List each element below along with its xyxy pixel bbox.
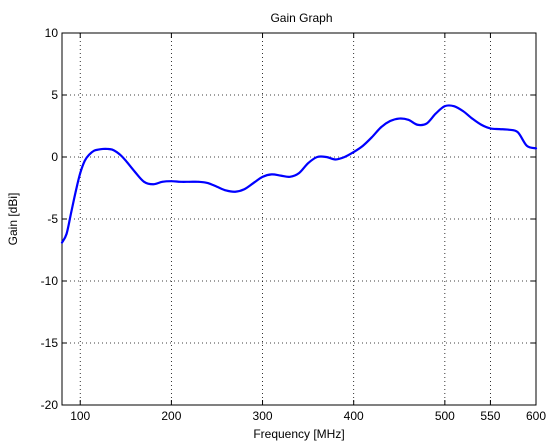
gain-data-point (416, 123, 419, 126)
gain-data-point (161, 180, 164, 183)
y-tick-label: -5 (47, 212, 58, 226)
y-tick-label: -15 (41, 336, 59, 350)
gain-data-point (471, 117, 474, 120)
y-tick-label: 0 (51, 150, 58, 164)
gain-data-point (243, 188, 246, 191)
gain-data-point (516, 131, 519, 134)
gain-data-point (234, 190, 237, 193)
gain-data-point (352, 151, 355, 153)
gain-data-point (124, 159, 127, 162)
x-axis-ticks: 100 200 300 400 500 550 600 (70, 33, 546, 423)
gain-data-point (170, 180, 173, 183)
gain-data-point (334, 158, 337, 161)
gain-data-point (525, 144, 528, 147)
gain-data-point (88, 153, 91, 156)
gain-data-point (343, 156, 346, 158)
y-tick-label: 5 (51, 88, 58, 102)
gain-data-point (79, 172, 82, 175)
y-tick-label: -10 (41, 274, 59, 288)
gain-data-point (380, 126, 382, 129)
gain-data-point (480, 123, 483, 126)
series-group (60, 104, 538, 244)
gain-data-point (106, 148, 109, 150)
gain-data-point (111, 148, 114, 151)
gain-data-point (225, 189, 227, 192)
gain-data-point (298, 172, 300, 175)
gain-data-point (434, 112, 437, 115)
gain-data-point (216, 185, 218, 188)
gain-data-point (134, 170, 136, 173)
gain-data-point (498, 128, 501, 131)
gain-data-point (307, 162, 310, 165)
gain-data-point (152, 183, 155, 186)
y-axis-ticks: -20 -15 -10 -5 0 5 10 (41, 26, 536, 412)
x-tick-label: 600 (526, 409, 546, 423)
gain-data-point (361, 144, 364, 147)
x-tick-label: 200 (161, 409, 181, 423)
gain-data-point (453, 105, 455, 108)
gain-data-point (179, 180, 182, 183)
gain-data-point (120, 154, 123, 157)
gain-data-point (252, 182, 255, 184)
x-tick-label: 500 (435, 409, 455, 423)
gain-data-point (143, 180, 145, 183)
y-tick-label: 10 (45, 26, 59, 40)
gain-data-point (206, 182, 209, 184)
gain-data-point (115, 151, 118, 153)
grid-lines (62, 33, 536, 405)
y-axis-title: Gain [dBi] (6, 193, 20, 246)
gain-data-point (535, 147, 537, 150)
gain-data-point (325, 156, 328, 158)
chart-title: Gain Graph (270, 11, 332, 25)
gain-data-point (102, 148, 104, 150)
x-tick-label: 100 (70, 409, 90, 423)
gain-data-point (97, 148, 100, 151)
gain-data-point (61, 241, 63, 244)
gain-data-point (489, 127, 492, 130)
gain-data-point (74, 190, 77, 193)
gain-data-point (270, 173, 273, 176)
gain-data-point (288, 175, 291, 178)
gain-data-point (507, 128, 510, 131)
gain-data-point (188, 180, 191, 183)
gain-data-point (83, 159, 86, 162)
y-tick-label: -20 (41, 398, 59, 412)
x-tick-label: 550 (480, 409, 500, 423)
x-tick-label: 300 (253, 409, 273, 423)
gain-data-point (261, 175, 264, 178)
gain-data-point (407, 118, 410, 121)
gain-data-point (93, 149, 95, 152)
x-tick-label: 400 (344, 409, 364, 423)
gain-data-point (389, 120, 392, 122)
gain-data-point (197, 180, 200, 183)
gain-data-point (316, 156, 319, 158)
gain-data-point (70, 211, 73, 214)
x-axis-title: Frequency [MHz] (253, 427, 344, 441)
gain-data-point (65, 232, 68, 235)
gain-data-point (425, 122, 428, 125)
gain-data-point (279, 174, 282, 177)
gain-data-point (443, 105, 446, 108)
gain-data-point (371, 136, 373, 139)
gain-data-point (462, 110, 464, 113)
gain-data-point (398, 117, 401, 120)
